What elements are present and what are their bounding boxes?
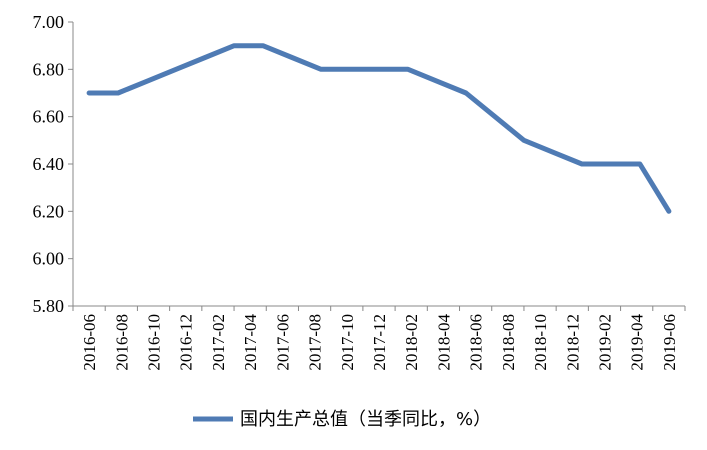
x-tick-label: 2016-06 <box>80 314 99 371</box>
y-tick-label: 7.00 <box>33 12 65 32</box>
x-tick-label: 2017-08 <box>306 314 325 371</box>
y-tick-label: 6.40 <box>33 154 65 174</box>
x-tick-label: 2018-02 <box>402 314 421 371</box>
y-axis-ticks: 5.80 6.00 6.20 6.40 6.60 6.80 7.00 <box>33 12 73 316</box>
y-tick-label: 5.80 <box>33 296 65 316</box>
x-tick-label: 2017-06 <box>273 314 292 371</box>
legend-label: 国内生产总值（当季同比，%） <box>240 409 491 430</box>
x-tick-label: 2016-08 <box>112 314 131 371</box>
x-tick-label: 2016-10 <box>145 314 164 371</box>
x-tick-label: 2017-10 <box>338 314 357 371</box>
y-tick-label: 6.80 <box>33 59 65 79</box>
x-axis-ticks: 2016-06 2016-08 2016-10 2016-12 2017-02 2017-… <box>72 306 686 371</box>
x-tick-label: 2017-04 <box>241 314 260 371</box>
y-tick-label: 6.00 <box>33 249 65 269</box>
series-layer <box>86 43 672 214</box>
x-tick-label: 2018-06 <box>467 314 486 371</box>
x-tick-label: 2018-04 <box>434 314 453 371</box>
y-tick-label: 6.20 <box>33 201 65 221</box>
series-line <box>86 43 672 214</box>
x-tick-label: 2019-04 <box>628 314 647 371</box>
x-tick-label: 2016-12 <box>177 314 196 371</box>
x-tick-label: 2019-06 <box>660 314 679 371</box>
x-tick-label: 2017-02 <box>209 314 228 371</box>
x-tick-label: 2018-08 <box>499 314 518 371</box>
x-tick-label: 2018-12 <box>563 314 582 371</box>
y-tick-label: 6.60 <box>33 107 65 127</box>
x-tick-label: 2018-10 <box>531 314 550 371</box>
x-tick-label: 2019-02 <box>595 314 614 371</box>
legend: 国内生产总值（当季同比，%） <box>193 409 491 430</box>
x-tick-label: 2017-12 <box>370 314 389 371</box>
